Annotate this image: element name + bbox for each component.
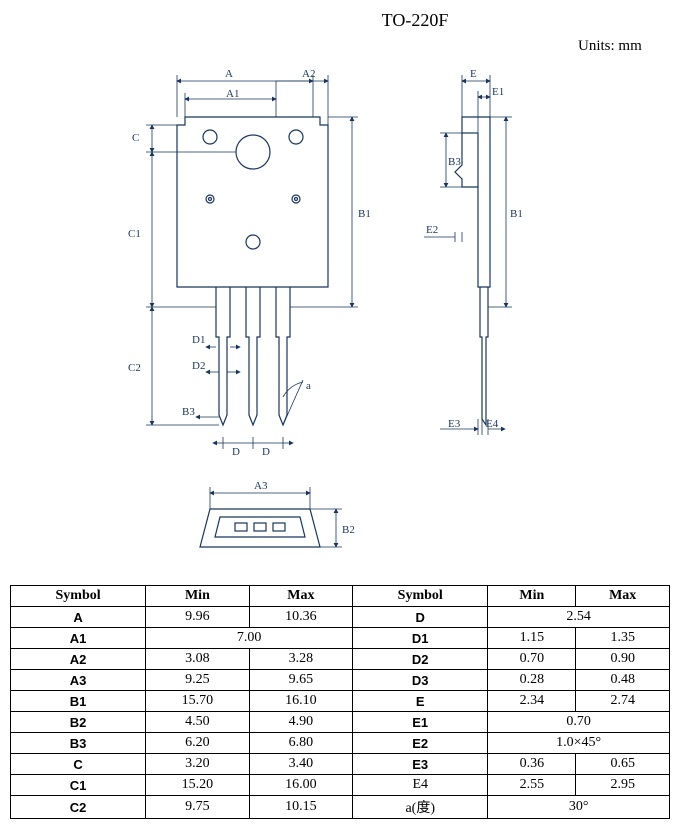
table-row: A23.083.28D20.700.90 <box>11 649 670 670</box>
col-max-r: Max <box>576 586 670 607</box>
table-row: A9.9610.36D2.54 <box>11 607 670 628</box>
dim-E4: E4 <box>486 418 499 430</box>
dim-B3s: B3 <box>448 156 461 168</box>
dim-B1s: B1 <box>510 208 523 220</box>
dim-C2: C2 <box>128 362 141 374</box>
table-row: B36.206.80E21.0×45° <box>11 733 670 754</box>
dim-E: E <box>470 68 477 80</box>
bottom-view: A3 B2 <box>200 480 355 547</box>
col-symbol-l: Symbol <box>11 586 146 607</box>
col-min-r: Min <box>488 586 576 607</box>
table-row: A39.259.65D30.280.48 <box>11 670 670 691</box>
table-row: B24.504.90E10.70 <box>11 712 670 733</box>
dim-E2: E2 <box>426 224 438 236</box>
dim-E1: E1 <box>492 86 504 98</box>
dim-A2: A2 <box>302 68 315 80</box>
dim-Dr: D <box>262 446 270 458</box>
col-min-l: Min <box>146 586 249 607</box>
package-diagram: A A1 A2 C C1 C2 D1 D2 B3 D D a B1 <box>10 37 680 577</box>
dim-B1f: B1 <box>358 208 371 220</box>
dim-D2: D2 <box>192 360 205 372</box>
table-row: C115.2016.00E42.552.95 <box>11 775 670 796</box>
front-view: A A1 A2 C C1 C2 D1 D2 B3 D D a B1 <box>128 68 371 458</box>
dim-C1: C1 <box>128 228 141 240</box>
table-row: B115.7016.10E2.342.74 <box>11 691 670 712</box>
dim-B2: B2 <box>342 524 355 536</box>
dim-a: a <box>306 380 311 392</box>
col-max-l: Max <box>249 586 352 607</box>
dim-B3f: B3 <box>182 406 195 418</box>
package-title: TO-220F <box>150 10 680 31</box>
table-row: A17.00D11.151.35 <box>11 628 670 649</box>
table-row: C29.7510.15a(度)30° <box>11 796 670 819</box>
dim-A3: A3 <box>254 480 268 492</box>
table-header-row: Symbol Min Max Symbol Min Max <box>11 586 670 607</box>
table-row: C3.203.40E30.360.65 <box>11 754 670 775</box>
col-symbol-r: Symbol <box>353 586 488 607</box>
dim-Dl: D <box>232 446 240 458</box>
dimension-table: Symbol Min Max Symbol Min Max A9.9610.36… <box>10 585 670 819</box>
dim-A1: A1 <box>226 88 239 100</box>
side-view: E E1 B3 E2 E3 E4 B1 <box>424 68 523 435</box>
dim-C: C <box>132 132 139 144</box>
dim-E3: E3 <box>448 418 461 430</box>
dim-D1: D1 <box>192 334 205 346</box>
dim-A: A <box>225 68 233 80</box>
